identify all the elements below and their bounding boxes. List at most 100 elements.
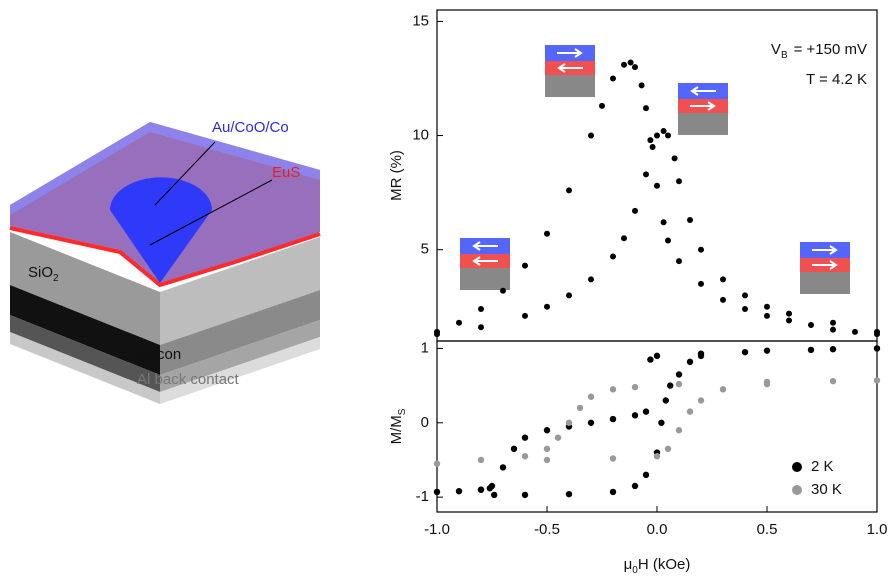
data-point xyxy=(627,59,634,66)
annotation: T = 4.2 K xyxy=(806,71,867,88)
x-tick-label: 0.5 xyxy=(757,521,778,538)
data-point xyxy=(478,306,484,313)
data-point xyxy=(521,453,529,460)
data-point xyxy=(621,235,627,242)
data-point xyxy=(671,155,678,162)
data-point xyxy=(786,317,792,324)
icon-p2 xyxy=(800,242,850,294)
data-point xyxy=(676,258,682,265)
data-point xyxy=(647,137,654,144)
data-point xyxy=(478,324,484,331)
data-point xyxy=(433,460,441,467)
legend-label: 2 K xyxy=(811,458,834,475)
data-point xyxy=(609,386,617,393)
data-point xyxy=(642,408,650,415)
y-tick-label: 1 xyxy=(421,339,429,356)
data-point xyxy=(720,296,726,303)
data-point xyxy=(742,292,748,299)
data-point xyxy=(741,348,749,356)
legend-label: 30 K xyxy=(811,481,842,498)
label-silicon: Silicon xyxy=(137,346,181,363)
icon-p1 xyxy=(460,238,510,290)
data-point xyxy=(621,61,627,68)
data-point xyxy=(698,280,704,287)
y-axis-label: M/MS xyxy=(388,408,408,444)
data-point xyxy=(632,64,638,71)
label-eus: EuS xyxy=(272,164,300,181)
data-point xyxy=(565,419,573,426)
annotation-sub: B xyxy=(781,50,788,61)
data-point xyxy=(543,445,551,453)
data-point xyxy=(654,132,660,139)
data-point xyxy=(631,383,639,391)
data-point xyxy=(662,397,669,404)
contact-dome xyxy=(110,177,212,283)
data-point xyxy=(829,345,837,353)
data-point xyxy=(660,127,667,134)
y-tick-label: 15 xyxy=(412,12,429,29)
data-point xyxy=(654,182,660,189)
data-point xyxy=(852,328,858,335)
data-point xyxy=(609,415,617,423)
silicon-right-lower xyxy=(160,320,320,392)
x-label-main: μ xyxy=(624,556,633,573)
data-point xyxy=(522,262,528,269)
spin-icons xyxy=(460,45,850,294)
x-label-sub: 0 xyxy=(632,565,638,576)
sio2-right xyxy=(160,237,320,345)
data-point xyxy=(687,217,693,224)
data-point xyxy=(488,482,496,490)
leader xyxy=(154,141,216,206)
data-point xyxy=(576,404,584,412)
data-point xyxy=(434,331,440,338)
top-edge xyxy=(10,122,320,215)
data-point xyxy=(609,455,617,462)
x-tick-label: -0.5 xyxy=(534,521,560,538)
data-point xyxy=(491,491,498,499)
data-point xyxy=(610,75,616,82)
data-point xyxy=(544,230,550,237)
data-point xyxy=(786,310,792,317)
data-point xyxy=(665,132,671,139)
data-point xyxy=(675,371,683,378)
legend-marker xyxy=(792,462,802,472)
data-point xyxy=(763,347,771,354)
data-point xyxy=(433,488,441,496)
y-tick-label: 10 xyxy=(412,127,429,144)
icon-ap1 xyxy=(545,45,595,97)
data-point xyxy=(643,105,649,112)
data-point xyxy=(565,490,573,498)
data-point xyxy=(874,328,880,335)
data-point xyxy=(675,427,683,434)
x-axis-label: μ0H (kOe) xyxy=(624,556,691,576)
label-al: Al back contact xyxy=(137,371,240,388)
data-point xyxy=(720,276,726,283)
data-point xyxy=(587,419,595,426)
silicon-layer xyxy=(10,285,160,375)
data-point xyxy=(697,397,705,404)
y-label-sub: S xyxy=(397,408,408,415)
data-point xyxy=(510,445,518,453)
data-point xyxy=(631,482,639,490)
data-point xyxy=(686,408,694,415)
leader xyxy=(149,179,273,246)
data-point xyxy=(543,456,551,464)
data-point xyxy=(697,350,705,357)
data-point xyxy=(543,427,551,434)
legend-marker xyxy=(792,485,802,495)
y-label-main: MR (%) xyxy=(388,150,405,201)
data-point xyxy=(609,488,617,496)
data-point xyxy=(808,322,814,329)
label-sio2: SiO2 xyxy=(28,264,59,284)
x-tick-label: -1.0 xyxy=(424,521,450,538)
al-right xyxy=(160,337,320,404)
label-sio2-main: SiO xyxy=(28,264,53,281)
data-point xyxy=(667,382,674,389)
data-point xyxy=(642,471,650,479)
data-point xyxy=(610,253,616,260)
data-point xyxy=(632,207,638,214)
y-label-main: M/M xyxy=(388,415,405,444)
silicon-right xyxy=(160,290,320,375)
data-point xyxy=(764,312,770,319)
data-point xyxy=(456,319,462,326)
